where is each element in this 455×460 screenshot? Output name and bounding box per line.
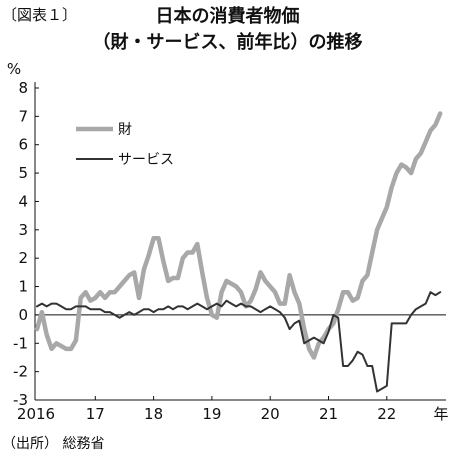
- source-note: （出所） 総務省: [2, 436, 105, 452]
- legend-label-goods: 財: [118, 122, 132, 138]
- x-tick-label: 18: [144, 405, 163, 423]
- y-tick-label: 2: [18, 249, 28, 267]
- y-tick-label: -1: [13, 334, 28, 352]
- x-tick-label: 20: [261, 405, 280, 423]
- services-line: [36, 291, 442, 393]
- x-tick-label: 19: [202, 405, 221, 423]
- y-tick-label: 8: [18, 79, 28, 97]
- legend-label-services: サービス: [118, 152, 174, 168]
- x-tick-label: 2016: [17, 405, 55, 423]
- y-tick-label: 3: [18, 221, 28, 239]
- y-tick-label: -3: [13, 391, 28, 409]
- y-tick-label: -2: [13, 363, 28, 381]
- x-tick-label: 22: [377, 405, 396, 423]
- y-tick-label: 4: [18, 192, 28, 210]
- chart-title-line2: （財・サービス、前年比）の推移: [92, 32, 363, 53]
- x-tick-label: 21: [319, 405, 338, 423]
- y-tick-label: 1: [18, 278, 28, 296]
- y-tick-label: 7: [18, 107, 28, 125]
- chart-title-line1: 日本の消費者物価: [155, 6, 300, 27]
- y-tick-label: 6: [18, 136, 28, 154]
- x-tick-label: 17: [86, 405, 105, 423]
- y-tick-label: 0: [18, 306, 28, 324]
- y-unit-label: %: [7, 60, 21, 78]
- y-tick-label: 5: [18, 164, 28, 182]
- figure-label: 〔図表１〕: [2, 6, 78, 24]
- x-unit-label: 年: [433, 405, 448, 423]
- goods-line: [34, 111, 443, 360]
